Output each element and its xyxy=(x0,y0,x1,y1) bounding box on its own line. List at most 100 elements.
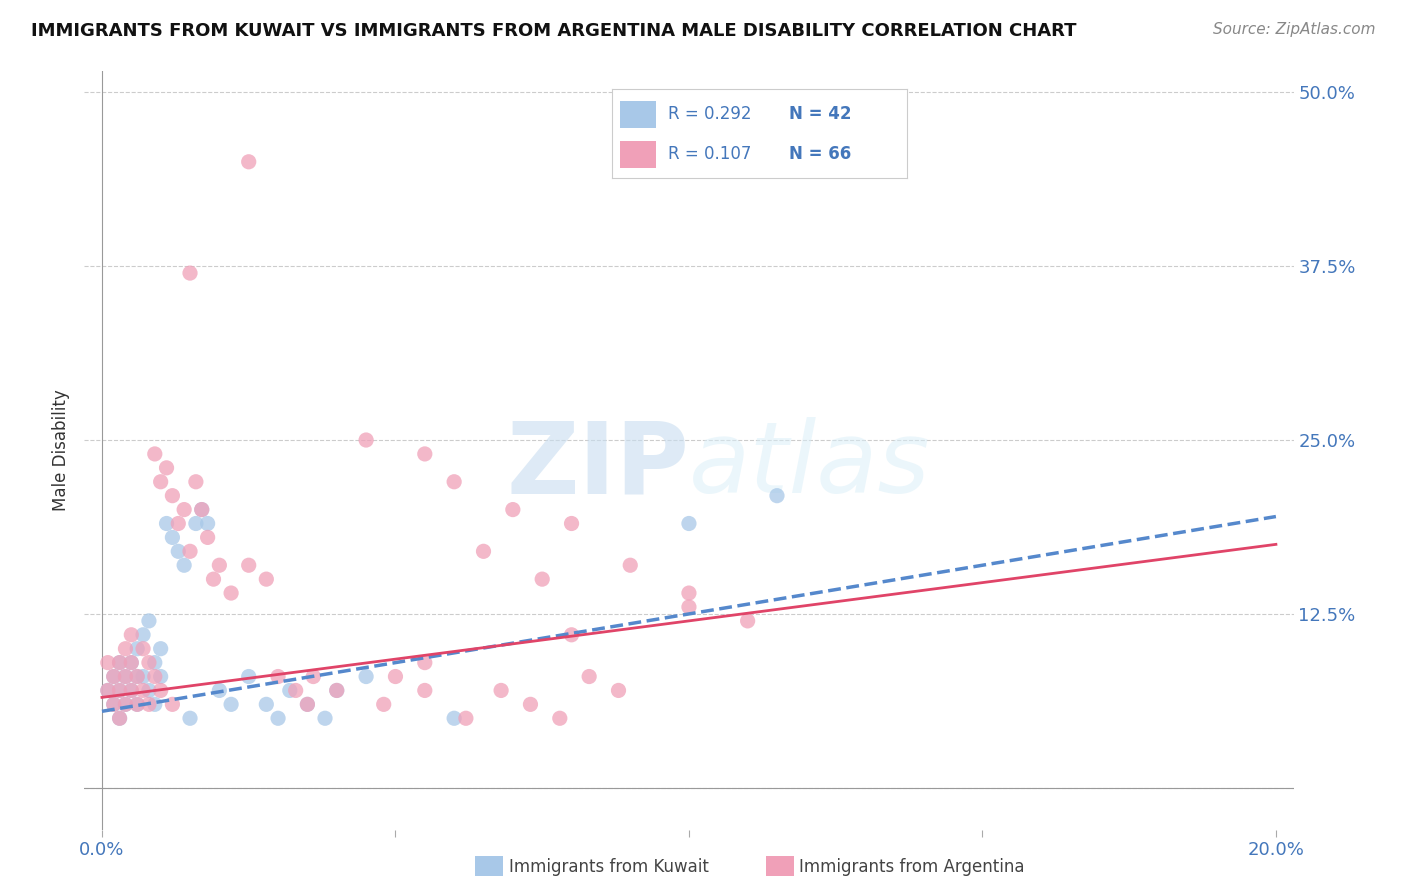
Text: atlas: atlas xyxy=(689,417,931,514)
Point xyxy=(114,698,136,712)
Point xyxy=(678,586,700,600)
Point xyxy=(413,656,436,670)
Point xyxy=(607,683,630,698)
Point xyxy=(179,266,201,280)
Point xyxy=(190,502,212,516)
Point xyxy=(173,558,195,573)
Point xyxy=(132,641,155,656)
Point xyxy=(120,683,142,698)
Point xyxy=(167,544,190,558)
Point xyxy=(108,683,131,698)
Point xyxy=(149,475,172,489)
Text: Immigrants from Argentina: Immigrants from Argentina xyxy=(799,858,1024,876)
Point xyxy=(114,669,136,683)
Text: N = 66: N = 66 xyxy=(789,145,851,163)
Point xyxy=(149,669,172,683)
Point xyxy=(284,683,307,698)
Point xyxy=(167,516,190,531)
Point xyxy=(138,698,160,712)
Point xyxy=(120,683,142,698)
Point xyxy=(548,711,571,725)
Point xyxy=(197,516,219,531)
Point xyxy=(138,656,160,670)
Point xyxy=(108,656,131,670)
Point xyxy=(114,698,136,712)
Point xyxy=(766,489,789,503)
Point xyxy=(454,711,477,725)
Point xyxy=(108,656,131,670)
Point xyxy=(120,656,142,670)
Bar xyxy=(620,141,655,168)
Point xyxy=(155,460,177,475)
Point xyxy=(326,683,349,698)
Point xyxy=(238,154,260,169)
Point xyxy=(384,669,406,683)
Point xyxy=(108,711,131,725)
Point xyxy=(179,544,201,558)
Point xyxy=(314,711,336,725)
Text: IMMIGRANTS FROM KUWAIT VS IMMIGRANTS FROM ARGENTINA MALE DISABILITY CORRELATION : IMMIGRANTS FROM KUWAIT VS IMMIGRANTS FRO… xyxy=(31,22,1077,40)
Point xyxy=(103,669,125,683)
Point xyxy=(678,599,700,614)
Point xyxy=(561,628,583,642)
Point xyxy=(219,586,242,600)
Point xyxy=(120,656,142,670)
Point xyxy=(561,516,583,531)
Point xyxy=(132,669,155,683)
Point xyxy=(737,614,759,628)
Point xyxy=(127,698,149,712)
Bar xyxy=(620,101,655,128)
Point xyxy=(413,447,436,461)
Text: N = 42: N = 42 xyxy=(789,105,851,123)
Point xyxy=(219,698,242,712)
Point xyxy=(443,475,465,489)
Point xyxy=(278,683,301,698)
Point xyxy=(297,698,319,712)
Point xyxy=(531,572,554,586)
Text: R = 0.292: R = 0.292 xyxy=(668,105,751,123)
Point xyxy=(443,711,465,725)
Point xyxy=(127,669,149,683)
Point xyxy=(114,641,136,656)
Point xyxy=(155,516,177,531)
Point xyxy=(162,698,184,712)
Point xyxy=(184,475,207,489)
Point xyxy=(127,698,149,712)
Point xyxy=(578,669,600,683)
Point xyxy=(197,530,219,544)
Point xyxy=(254,698,277,712)
Point xyxy=(127,669,149,683)
Point xyxy=(472,544,495,558)
Point xyxy=(354,669,377,683)
Point xyxy=(354,433,377,447)
Point xyxy=(489,683,512,698)
Text: Source: ZipAtlas.com: Source: ZipAtlas.com xyxy=(1212,22,1375,37)
Point xyxy=(202,572,225,586)
Point xyxy=(120,628,142,642)
Point xyxy=(103,669,125,683)
Point xyxy=(103,698,125,712)
Point xyxy=(108,683,131,698)
Point xyxy=(132,683,155,698)
Point xyxy=(97,683,120,698)
Point xyxy=(326,683,349,698)
Text: ZIP: ZIP xyxy=(506,417,689,514)
Point xyxy=(254,572,277,586)
Point xyxy=(138,683,160,698)
Point xyxy=(97,683,120,698)
Point xyxy=(97,656,120,670)
Point xyxy=(678,516,700,531)
Point xyxy=(108,711,131,725)
Point xyxy=(302,669,325,683)
Point xyxy=(132,628,155,642)
Point xyxy=(519,698,541,712)
Point xyxy=(162,530,184,544)
Point xyxy=(413,683,436,698)
Point xyxy=(184,516,207,531)
Point xyxy=(502,502,524,516)
Point xyxy=(162,489,184,503)
Point xyxy=(127,641,149,656)
Point xyxy=(208,683,231,698)
Point xyxy=(149,683,172,698)
Point xyxy=(138,614,160,628)
